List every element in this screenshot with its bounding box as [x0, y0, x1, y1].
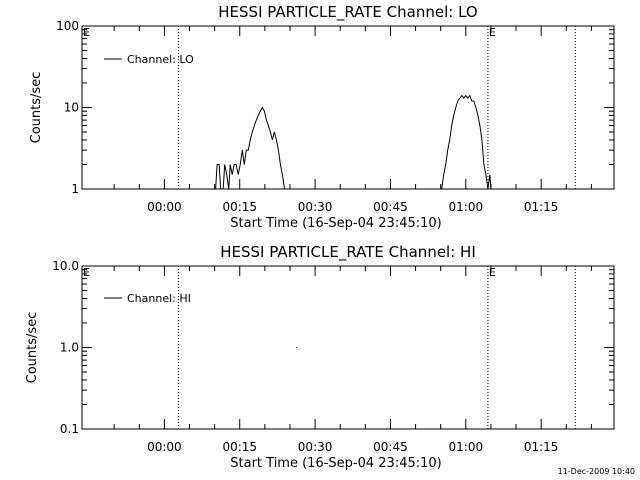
x-tick-label: 01:15 — [524, 200, 559, 214]
series-line — [441, 94, 492, 190]
chart-0: HESSI PARTICLE_RATE Channel: LO 00:00 00:1… — [29, 3, 615, 231]
event-marker-label: E — [489, 266, 496, 279]
plot-frame — [81, 265, 615, 430]
x-tick-label: 00:45 — [373, 440, 408, 454]
x-tick-label: 00:00 — [147, 440, 182, 454]
x-tick-label: 01:15 — [524, 440, 559, 454]
x-tick-label: 01:00 — [449, 200, 484, 214]
y-tick-label: 10.0 — [52, 259, 79, 273]
corner-label: E — [83, 26, 90, 39]
y-tick-label: 10 — [64, 101, 79, 115]
x-tick-label: 01:00 — [449, 440, 484, 454]
y-tick-label: 0.1 — [60, 422, 79, 436]
footer-timestamp: 11-Dec-2009 10:40 — [558, 467, 635, 476]
y-tick-label: 100 — [56, 19, 79, 33]
plot-frame — [81, 25, 615, 190]
x-axis-label: Start Time (16-Sep-04 23:45:10) — [230, 456, 441, 471]
x-tick-label: 00:00 — [147, 200, 182, 214]
x-tick-label: 00:15 — [222, 200, 257, 214]
series-line — [215, 106, 285, 190]
x-axis-label: Start Time (16-Sep-04 23:45:10) — [230, 216, 441, 231]
chart-1: HESSI PARTICLE_RATE Channel: HI 00:00 00:1… — [25, 243, 615, 471]
legend-label: Channel: HI — [127, 292, 191, 305]
chart-title: HESSI PARTICLE_RATE Channel: LO — [218, 3, 477, 22]
event-marker-label: E — [489, 26, 496, 39]
y-axis-label: Counts/sec — [25, 312, 40, 384]
y-axis-label: Counts/sec — [29, 72, 44, 144]
y-tick-label: 1 — [71, 182, 79, 196]
corner-label: E — [83, 266, 90, 279]
legend-label: Channel: LO — [127, 53, 194, 66]
x-tick-label: 00:30 — [298, 200, 333, 214]
x-tick-label: 00:45 — [373, 200, 408, 214]
x-tick-label: 00:15 — [222, 440, 257, 454]
x-tick-label: 00:30 — [298, 440, 333, 454]
chart-title: HESSI PARTICLE_RATE Channel: HI — [220, 243, 476, 262]
y-tick-label: 1.0 — [60, 341, 79, 355]
